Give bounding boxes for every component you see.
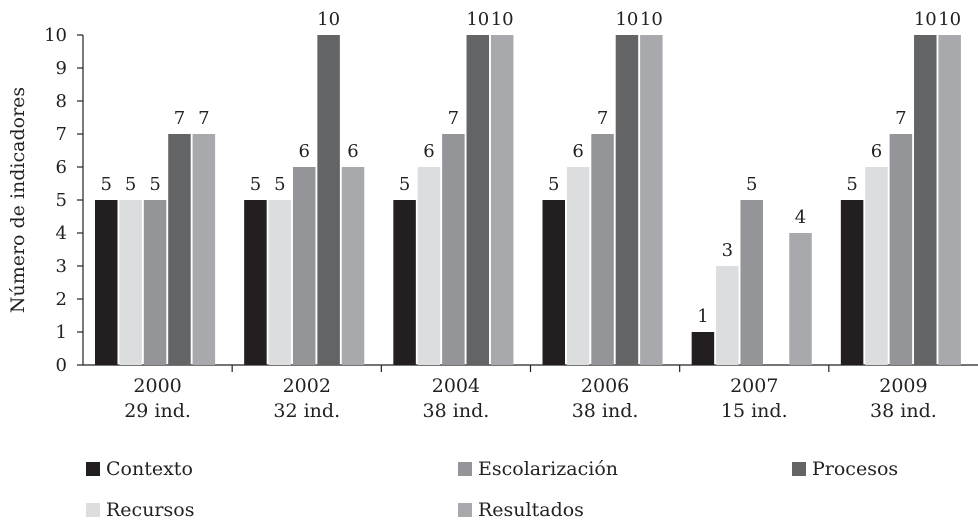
y-tick-label: 3 [56, 256, 67, 277]
bar-value-label: 5 [548, 174, 559, 195]
x-tick-label: 2004 [432, 375, 480, 397]
bar [442, 134, 465, 365]
bar [865, 167, 888, 365]
bar-value-label: 5 [149, 174, 160, 195]
bar [417, 167, 441, 365]
bar-value-label: 10 [914, 9, 937, 30]
y-tick-label: 2 [56, 289, 67, 310]
bar [466, 35, 490, 365]
bar-value-label: 3 [722, 240, 733, 261]
bar [168, 134, 191, 365]
bar [716, 266, 739, 365]
bar [119, 200, 142, 365]
bar-value-label: 6 [423, 141, 434, 162]
y-tick-label: 4 [56, 223, 67, 244]
y-tick-label: 9 [56, 58, 67, 79]
x-tick-sublabel: 32 ind. [273, 400, 340, 422]
bar-value-label: 5 [399, 174, 410, 195]
x-tick-label: 2007 [730, 375, 778, 397]
x-tick-sublabel: 38 ind. [572, 400, 639, 422]
y-tick-label: 1 [56, 322, 67, 343]
bar-value-label: 5 [274, 174, 285, 195]
bar [914, 35, 937, 365]
x-tick-label: 2009 [879, 375, 927, 397]
bar [542, 200, 565, 365]
bar-value-label: 10 [317, 9, 340, 30]
x-tick-label: 2000 [133, 375, 181, 397]
bar [292, 167, 316, 365]
bar-value-label: 10 [615, 9, 638, 30]
x-tick-label: 2002 [283, 375, 331, 397]
bar-value-label: 5 [101, 174, 112, 195]
y-axis-label: Número de indicadores [7, 87, 29, 313]
bar [889, 134, 913, 365]
bar-value-label: 6 [298, 141, 309, 162]
bar [938, 35, 961, 365]
bar [341, 167, 365, 365]
bar-value-label: 7 [198, 108, 209, 129]
bar-value-label: 5 [846, 174, 857, 195]
x-tick-sublabel: 38 ind. [423, 400, 490, 422]
bar [143, 200, 167, 365]
y-tick-label: 10 [44, 25, 67, 46]
bar-value-label: 7 [597, 108, 608, 129]
bar [615, 35, 639, 365]
y-tick-label: 0 [56, 355, 67, 376]
bar-value-label: 7 [174, 108, 185, 129]
x-tick-sublabel: 29 ind. [124, 400, 191, 422]
bar [840, 200, 864, 365]
bar [317, 35, 340, 365]
bar-value-label: 6 [347, 141, 358, 162]
y-tick-label: 7 [56, 124, 67, 145]
bar [691, 332, 715, 365]
bar-value-label: 7 [895, 108, 906, 129]
x-tick-label: 2006 [581, 375, 629, 397]
y-tick-label: 5 [56, 190, 67, 211]
bar-value-label: 10 [640, 9, 663, 30]
bar-value-label: 6 [871, 141, 882, 162]
bar-value-label: 4 [795, 207, 806, 228]
bar-value-label: 10 [466, 9, 489, 30]
bar [566, 167, 590, 365]
bar-value-label: 1 [697, 306, 708, 327]
bar [789, 233, 812, 365]
bar [640, 35, 663, 365]
y-tick-label: 8 [56, 91, 67, 112]
bar-value-label: 5 [250, 174, 261, 195]
bar-value-label: 5 [125, 174, 136, 195]
bar [740, 200, 763, 365]
x-tick-sublabel: 38 ind. [870, 400, 937, 422]
bar [192, 134, 216, 365]
bar-value-label: 10 [938, 9, 961, 30]
bar [268, 200, 292, 365]
y-tick-label: 6 [56, 157, 67, 178]
bar [95, 200, 118, 365]
bar [393, 200, 416, 365]
bar-value-label: 5 [746, 174, 757, 195]
bar [490, 35, 514, 365]
x-tick-sublabel: 15 ind. [721, 400, 788, 422]
bar [591, 134, 614, 365]
bar [244, 200, 267, 365]
bar-value-label: 7 [448, 108, 459, 129]
bar-value-label: 6 [572, 141, 583, 162]
bar-value-label: 10 [491, 9, 514, 30]
